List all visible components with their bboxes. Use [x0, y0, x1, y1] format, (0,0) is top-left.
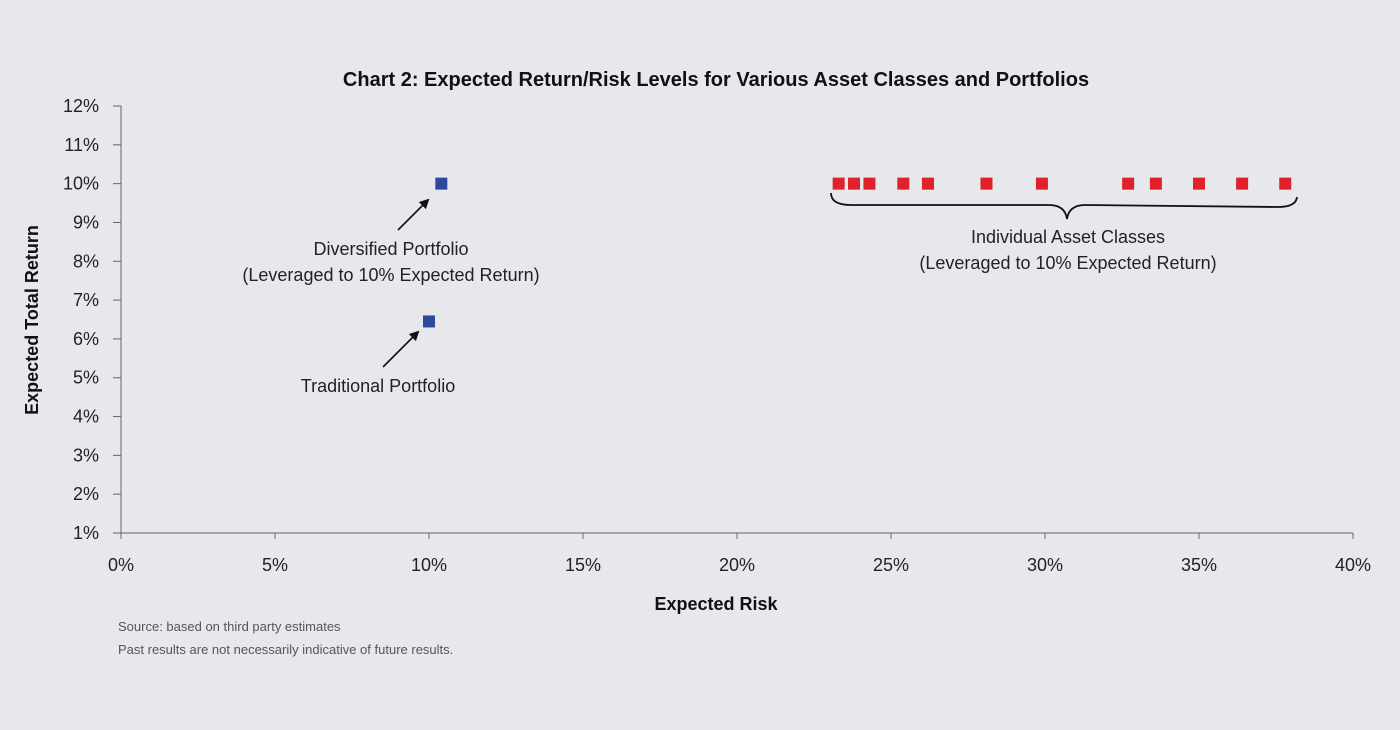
y-tick-label: 5% — [73, 368, 99, 388]
y-tick-label: 12% — [63, 96, 99, 116]
asset-class-point — [921, 177, 934, 190]
asset-class-point — [980, 177, 993, 190]
disclaimer-note: Past results are not necessarily indicat… — [118, 642, 453, 657]
tick-labels: 0% 5% 10% 15% 20% 25% 30% 35% 40% 1% 2% 3% 4% 5% 6% 7% 8… — [63, 96, 1371, 575]
y-tick-label: 1% — [73, 523, 99, 543]
asset-class-point — [1035, 177, 1048, 190]
y-tick-label: 6% — [73, 329, 99, 349]
portfolio-point — [423, 315, 435, 328]
x-tick-label: 5% — [262, 555, 288, 575]
x-axis-label: Expected Risk — [654, 594, 778, 614]
x-tick-label: 15% — [565, 555, 601, 575]
data-points — [423, 177, 1292, 328]
y-tick-label: 9% — [73, 212, 99, 232]
asset-class-point — [848, 177, 861, 190]
annotations: Diversified Portfolio (Leveraged to 10% … — [242, 192, 1298, 396]
x-tick-label: 25% — [873, 555, 909, 575]
diversified-label-line1: Diversified Portfolio — [313, 239, 468, 259]
traditional-arrow — [382, 330, 420, 368]
y-tick-label: 3% — [73, 445, 99, 465]
y-axis-label: Expected Total Return — [22, 225, 42, 415]
asset-class-point — [1122, 177, 1135, 190]
y-tick-label: 2% — [73, 484, 99, 504]
asset-class-point — [1236, 177, 1249, 190]
y-tick-label: 10% — [63, 174, 99, 194]
asset-class-point — [863, 177, 876, 190]
y-tick-label: 4% — [73, 407, 99, 427]
axes — [113, 105, 1354, 539]
asset-class-point — [1279, 177, 1292, 190]
diversified-label-line2: (Leveraged to 10% Expected Return) — [242, 265, 539, 285]
source-note: Source: based on third party estimates — [118, 619, 341, 634]
chart-title: Chart 2: Expected Return/Risk Levels for… — [343, 69, 1089, 91]
x-tick-label: 0% — [108, 555, 134, 575]
asset-class-point — [1149, 177, 1162, 190]
individual-label-line1: Individual Asset Classes — [971, 227, 1165, 247]
asset-class-point — [897, 177, 910, 190]
diversified-arrow — [397, 198, 430, 231]
asset-classes-brace — [830, 192, 1298, 220]
x-tick-label: 40% — [1335, 555, 1371, 575]
individual-label-line2: (Leveraged to 10% Expected Return) — [919, 253, 1216, 273]
x-tick-label: 20% — [719, 555, 755, 575]
portfolio-point — [435, 177, 448, 190]
x-tick-label: 35% — [1181, 555, 1217, 575]
y-tick-label: 11% — [64, 135, 99, 155]
y-tick-label: 8% — [73, 251, 99, 271]
asset-class-point — [1193, 177, 1205, 190]
asset-class-point — [832, 177, 845, 190]
y-tick-label: 7% — [73, 290, 99, 310]
x-tick-label: 10% — [411, 555, 447, 575]
x-tick-label: 30% — [1027, 555, 1063, 575]
traditional-label: Traditional Portfolio — [301, 376, 455, 396]
